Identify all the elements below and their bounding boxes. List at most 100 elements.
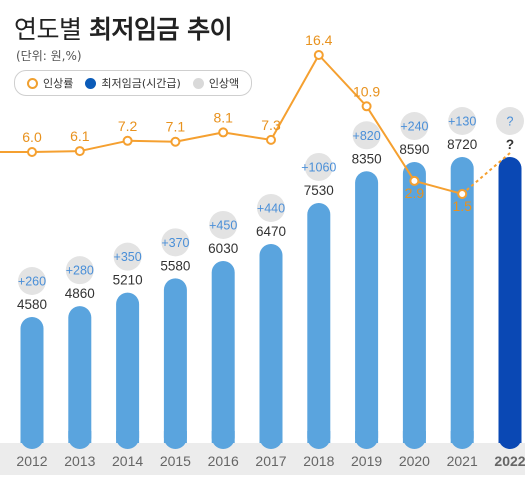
increase-bubble-2014 (113, 242, 142, 271)
bar-2012 (20, 317, 44, 449)
increase-bubble-2012 (18, 267, 46, 295)
increase-label-2019: +820 (353, 129, 381, 143)
wage-label-2015: 5580 (160, 258, 190, 273)
bar-2022 (498, 157, 522, 449)
increase-label-2022: ? (507, 115, 514, 129)
increase-label-2012: +260 (18, 275, 46, 289)
wage-label-2012: 4580 (17, 297, 47, 312)
increase-bubble-2015 (161, 228, 190, 257)
x-tick-2017: 2017 (255, 453, 286, 469)
bar-base-2015 (163, 431, 187, 443)
legend-wage-label: 최저임금(시간급) (101, 77, 181, 90)
bar-base-2012 (20, 431, 44, 443)
x-tick-2022: 2022 (494, 453, 525, 469)
x-axis-band (0, 443, 525, 475)
unit-label: (단위: 원,%) (16, 49, 82, 63)
bar-base-2019 (355, 431, 379, 443)
rate-label-2021: 1.5 (452, 198, 472, 214)
rate-label-2015: 7.1 (166, 119, 186, 135)
bar-base-2016 (211, 431, 235, 443)
legend: 인상률 최저임금(시간급) 인상액 (14, 70, 253, 96)
bar-base-2017 (259, 431, 283, 443)
rate-point-2021 (457, 188, 468, 199)
x-tick-2020: 2020 (399, 453, 430, 469)
x-tick-2018: 2018 (303, 453, 334, 469)
x-tick-2014: 2014 (112, 453, 143, 469)
wage-label-2019: 8350 (352, 151, 382, 166)
x-tick-2013: 2013 (64, 453, 95, 469)
rate-point-2013 (74, 146, 85, 157)
increase-bubble-2013 (65, 256, 94, 285)
bar-2016 (211, 260, 235, 449)
rate-label-2019: 10.9 (353, 83, 380, 99)
rate-label-2018: 16.4 (305, 32, 332, 48)
bar-2014 (116, 292, 140, 449)
wage-label-2014: 5210 (113, 273, 143, 288)
legend-increase-marker (192, 77, 204, 89)
legend-item-increase: 인상액 (192, 75, 240, 91)
bar-2019 (355, 171, 379, 450)
bar-base-2013 (68, 431, 92, 443)
chart-title: 연도별 최저임금 추이 (14, 10, 233, 46)
rate-label-2016: 8.1 (213, 109, 233, 125)
increase-bubble-2018 (304, 152, 333, 181)
rate-label-2013: 6.1 (70, 128, 90, 144)
bar-base-2018 (307, 431, 331, 443)
increase-bubble-2019 (352, 121, 381, 150)
legend-rate-label: 인상률 (43, 77, 74, 90)
increase-label-2016: +450 (209, 218, 237, 232)
increase-bubble-2016 (209, 210, 238, 239)
legend-increase-label: 인상액 (208, 77, 240, 90)
rate-line-projection (461, 152, 511, 195)
rate-point-2017 (266, 134, 276, 145)
increase-bubble-2020 (400, 112, 429, 141)
wage-label-2022: ? (506, 137, 514, 152)
bar-base-2022 (498, 431, 522, 443)
rate-point-2014 (122, 135, 133, 146)
chart-title-bold: 최저임금 추이 (88, 15, 233, 44)
legend-rate-marker (27, 77, 38, 89)
increase-label-2017: +440 (257, 201, 285, 215)
chart-title-light: 연도별 (14, 15, 82, 44)
increase-label-2018: +1060 (301, 160, 336, 174)
bar-2013 (68, 306, 92, 449)
wage-label-2013: 4860 (65, 286, 95, 301)
legend-item-wage: 최저임금(시간급) (85, 75, 181, 91)
wage-label-2016: 6030 (208, 241, 238, 256)
rate-point-2015 (170, 136, 181, 147)
x-tick-2021: 2021 (447, 453, 478, 469)
bar-2018 (307, 202, 331, 449)
bar-2020 (402, 162, 426, 449)
rate-point-2012 (27, 147, 37, 157)
increase-label-2013: +280 (66, 264, 94, 278)
increase-bubble-2022 (496, 107, 524, 135)
bar-2015 (163, 278, 187, 449)
bar-base-2020 (402, 431, 426, 443)
bar-base-2014 (116, 431, 140, 443)
bar-base-2021 (450, 431, 474, 443)
increase-bubble-2021 (448, 107, 477, 135)
rate-label-2017: 7.3 (261, 117, 281, 133)
increase-label-2020: +240 (400, 120, 428, 134)
x-tick-2015: 2015 (160, 453, 191, 469)
rate-point-2020 (409, 175, 420, 186)
rate-label-2014: 7.2 (118, 118, 138, 134)
rate-line (31, 54, 463, 195)
wage-label-2020: 8590 (399, 142, 429, 157)
x-tick-2019: 2019 (351, 453, 382, 469)
increase-label-2015: +370 (161, 236, 189, 250)
x-tick-2016: 2016 (208, 453, 239, 469)
increase-label-2021: +130 (448, 115, 476, 129)
rate-label-2012: 6.0 (22, 129, 42, 145)
wage-label-2021: 8720 (447, 137, 477, 152)
increase-label-2014: +350 (114, 250, 142, 264)
rate-point-2018 (313, 50, 324, 60)
legend-wage-marker (85, 77, 97, 89)
wage-label-2018: 7530 (304, 183, 334, 198)
bar-2021 (450, 157, 474, 449)
wage-label-2017: 6470 (256, 224, 286, 239)
rate-point-2019 (361, 101, 372, 112)
increase-bubble-2017 (257, 193, 285, 222)
rate-point-2016 (218, 127, 229, 138)
